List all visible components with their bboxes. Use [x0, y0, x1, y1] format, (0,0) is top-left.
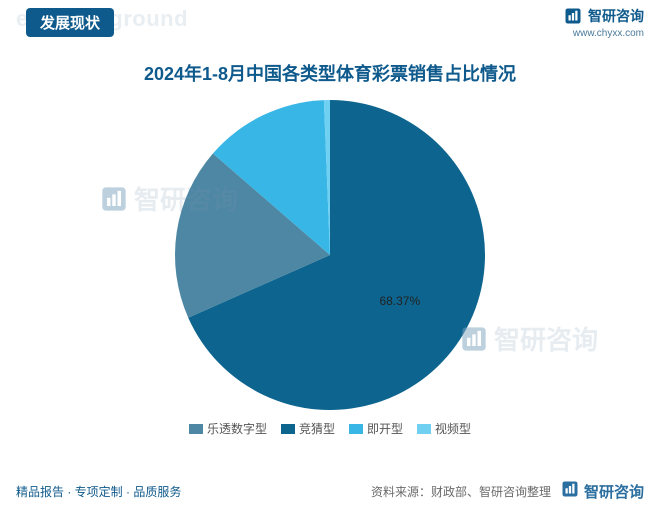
legend-item: 乐透数字型 — [189, 420, 267, 437]
brand-block: 智研咨询 www.chyxx.com — [564, 6, 644, 39]
brand-name: 智研咨询 — [588, 6, 644, 26]
chart-title: 2024年1-8月中国各类型体育彩票销售占比情况 — [0, 60, 660, 86]
legend-label: 竞猜型 — [299, 420, 335, 437]
legend-label: 乐透数字型 — [207, 420, 267, 437]
brand-logo-icon — [564, 7, 582, 25]
brand-url: www.chyxx.com — [564, 28, 644, 39]
footer-brand-logo-icon — [561, 480, 579, 502]
legend-swatch — [349, 424, 363, 434]
legend-item: 即开型 — [349, 420, 403, 437]
legend-item: 竞猜型 — [281, 420, 335, 437]
legend-label: 即开型 — [367, 420, 403, 437]
legend-swatch — [281, 424, 295, 434]
header-tab: 发展现状 — [26, 8, 114, 37]
legend-label: 视频型 — [435, 420, 471, 437]
legend-swatch — [417, 424, 431, 434]
chart-area: 68.37% — [0, 100, 660, 410]
legend-swatch — [189, 424, 203, 434]
footer-source-value: 财政部、智研咨询整理 — [431, 485, 551, 499]
footer-right: 资料来源：财政部、智研咨询整理 智研咨询 — [371, 480, 644, 502]
footer-source-label: 资料来源： — [371, 485, 431, 499]
footer-brand-name: 智研咨询 — [584, 481, 644, 502]
pie-chart: 68.37% — [175, 100, 485, 410]
pie-slice-label: 68.37% — [379, 294, 420, 308]
legend-item: 视频型 — [417, 420, 471, 437]
header-bar: ent background 发展现状 智研咨询 www.chyxx.com — [0, 0, 660, 54]
footer-brand: 智研咨询 — [561, 480, 644, 502]
footer-left-text: 精品报告 · 专项定制 · 品质服务 — [16, 483, 181, 500]
chart-legend: 乐透数字型 竞猜型 即开型 视频型 — [0, 420, 660, 437]
footer-bar: 精品报告 · 专项定制 · 品质服务 资料来源：财政部、智研咨询整理 智研咨询 — [0, 480, 660, 502]
